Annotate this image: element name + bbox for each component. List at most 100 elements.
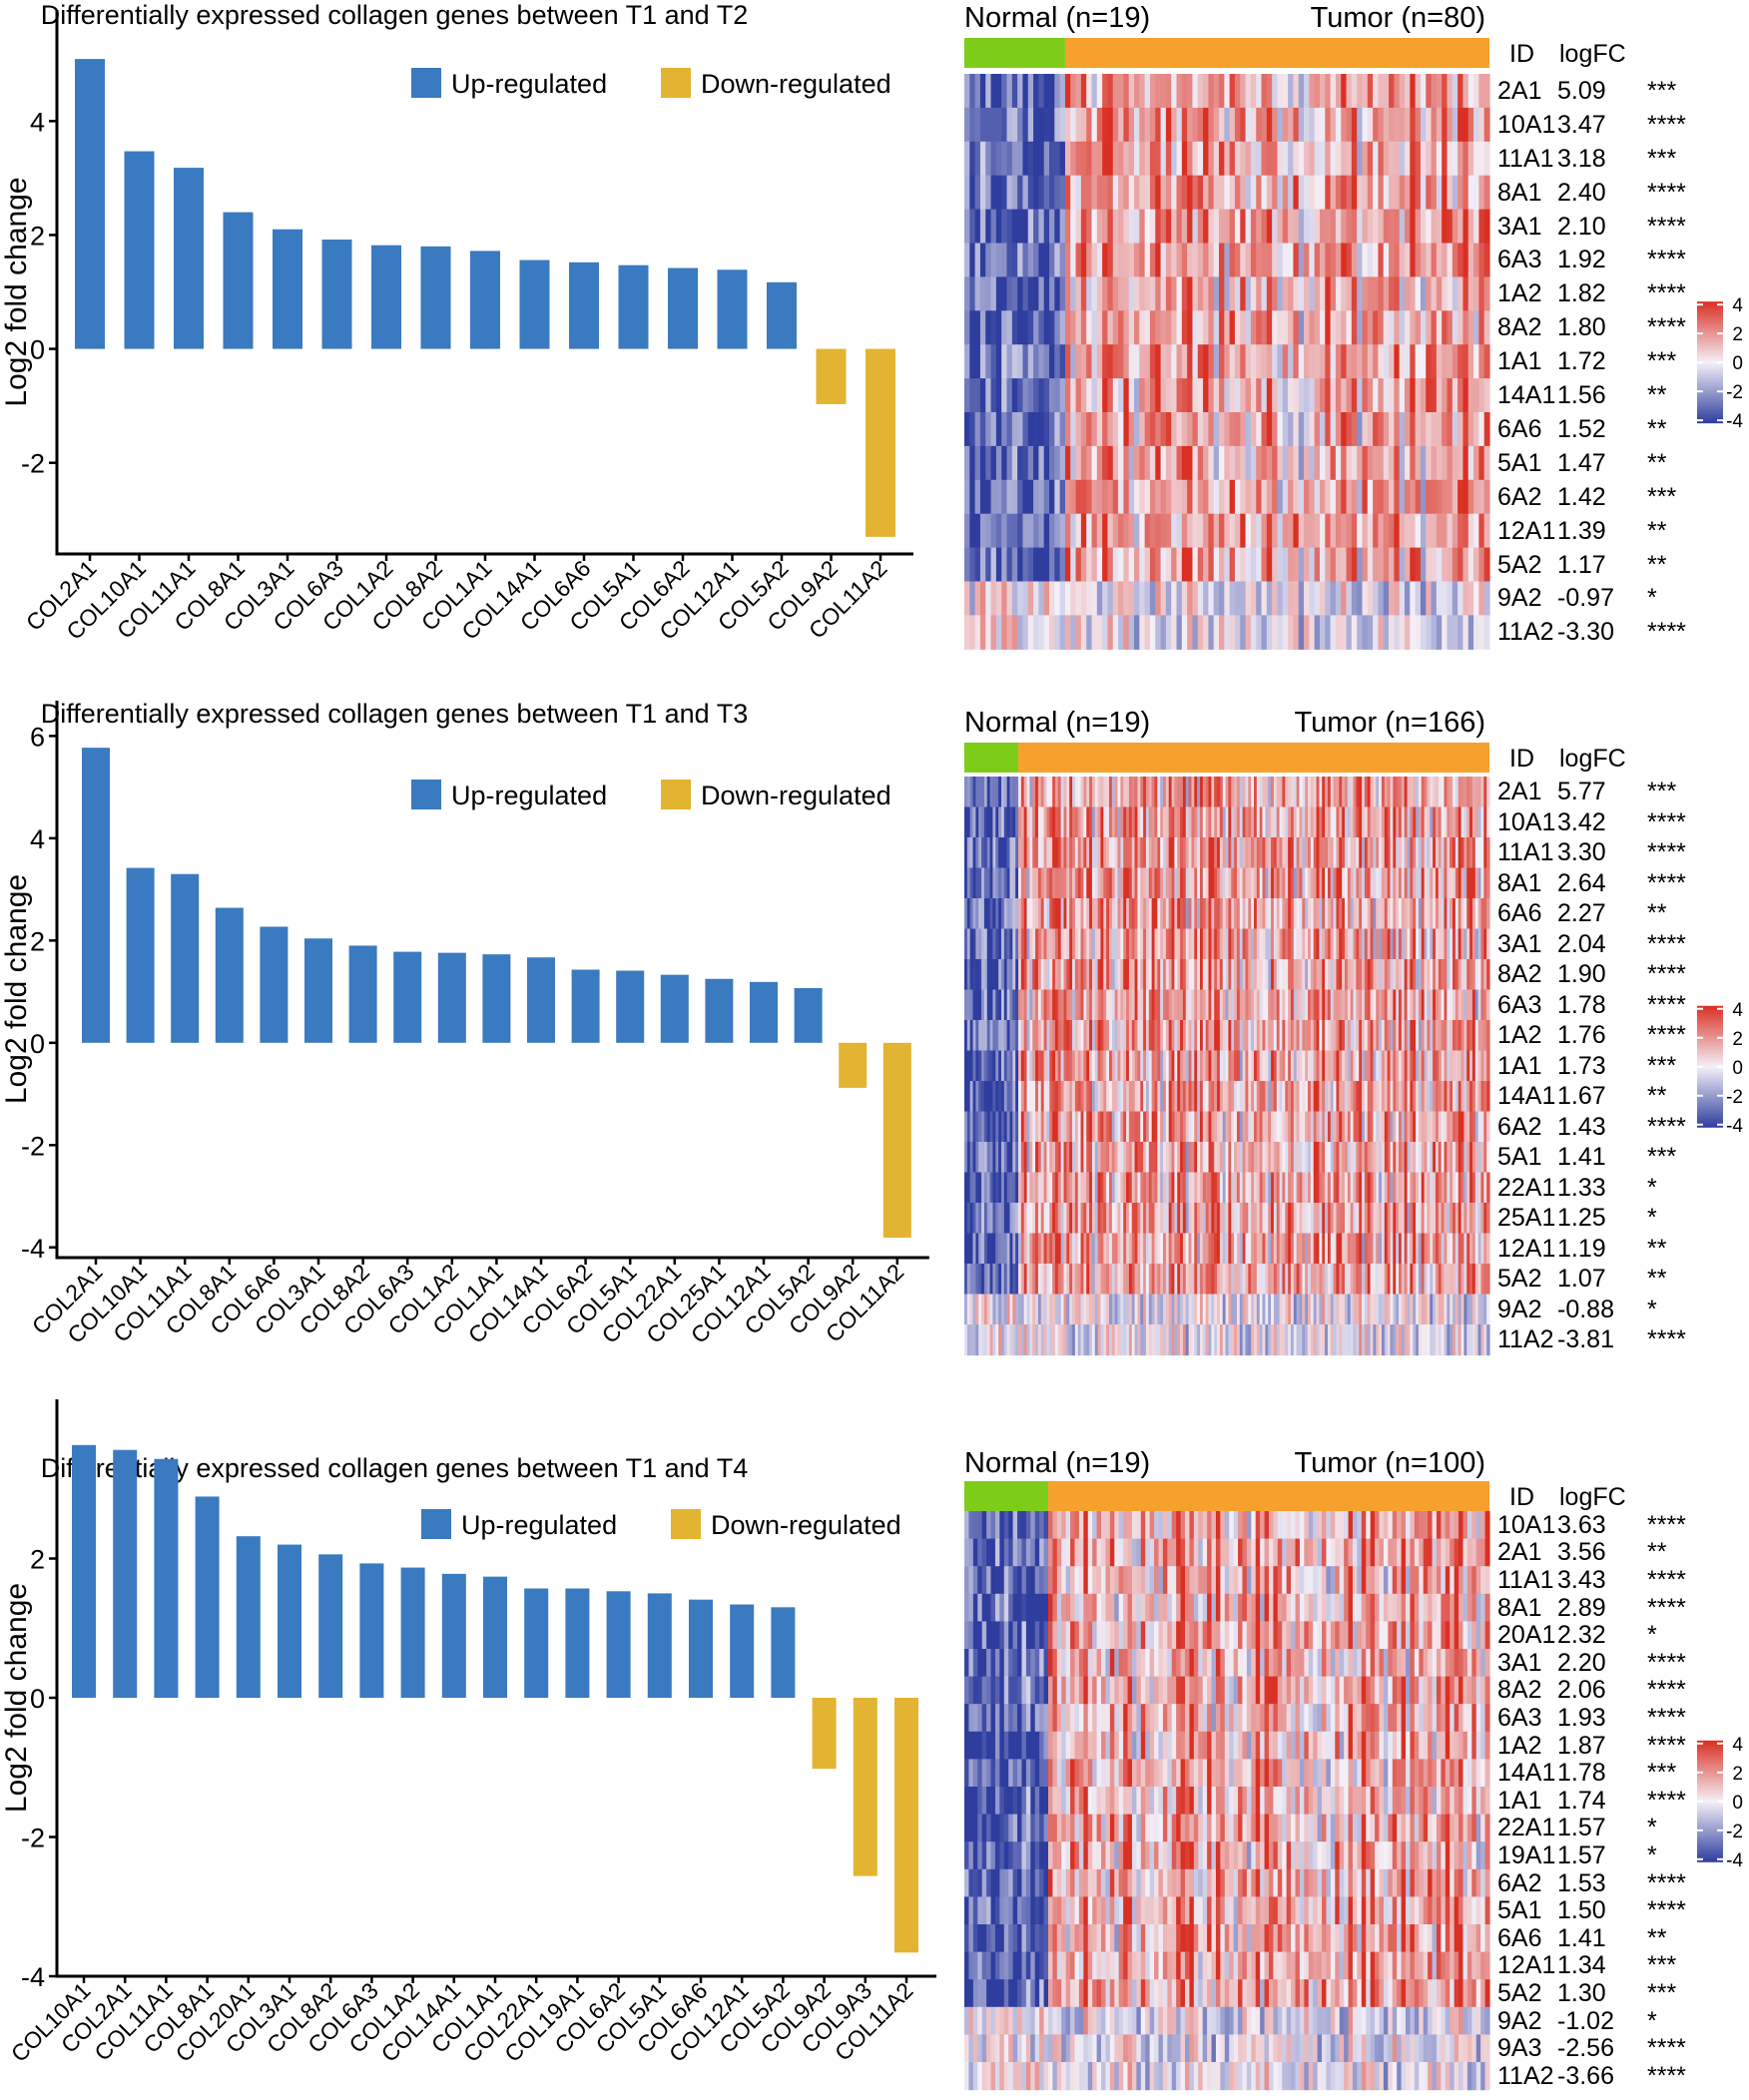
heatmap-cell — [1001, 210, 1007, 245]
heatmap-cell — [1331, 276, 1337, 311]
heatmap-cell — [1373, 378, 1379, 413]
heatmap-cell — [1277, 480, 1283, 515]
heatmap-cell — [1336, 244, 1342, 278]
heatmap-cell — [1416, 548, 1422, 583]
heatmap-cell — [1304, 176, 1310, 211]
heatmap-cell — [1447, 615, 1453, 650]
heatmap-cell — [1357, 615, 1363, 650]
heatmap-cell — [1235, 480, 1241, 515]
heatmap-cell — [1097, 244, 1103, 278]
heatmap-cell — [1102, 480, 1108, 515]
heatmap-cell — [1426, 276, 1432, 311]
heatmap-row-2a1 — [964, 74, 1490, 109]
heatmap-cell — [1400, 276, 1406, 311]
heatmap-cell — [969, 378, 975, 413]
heatmap-cell — [964, 548, 970, 583]
heatmap-cell — [1022, 176, 1028, 211]
heatmap-cell — [1325, 378, 1331, 413]
heatmap-cell — [1442, 142, 1448, 177]
heatmap-cell — [1230, 244, 1236, 278]
significance-stars: ** — [1647, 449, 1666, 478]
heatmap-cell — [1240, 548, 1246, 583]
heatmap-cell — [1362, 412, 1368, 447]
heatmap-cell — [1054, 446, 1060, 481]
heatmap-row-12a1 — [964, 1234, 1490, 1265]
heatmap-cell — [1304, 74, 1310, 109]
heatmap-cell — [1097, 480, 1103, 515]
heatmap-cell — [1092, 514, 1098, 549]
heatmap-cell — [1478, 412, 1484, 447]
heatmap-cell — [1161, 244, 1167, 278]
heatmap-cell — [1198, 310, 1204, 345]
heatmap-cell — [1139, 176, 1145, 211]
heatmap-cell — [1432, 582, 1438, 617]
heatmap-cell — [1304, 108, 1310, 142]
heatmap-cell — [1161, 176, 1167, 211]
heatmap-cell — [1219, 548, 1225, 583]
heatmap-cell — [1198, 446, 1204, 481]
heatmap-cell — [1325, 108, 1331, 142]
heatmap-cell — [1478, 276, 1484, 311]
heatmap-cell — [1060, 276, 1066, 311]
heatmap-cell — [1007, 176, 1013, 211]
heatmap-cell — [1262, 548, 1268, 583]
heatmap-cell — [991, 276, 997, 311]
heatmap-cell — [1086, 244, 1092, 278]
heatmap-cell — [1277, 514, 1283, 549]
logfc-value: 1.92 — [1557, 246, 1606, 274]
heatmap-cell — [1453, 108, 1458, 142]
heatmap-cell — [1389, 176, 1395, 211]
heatmap-cell — [964, 412, 970, 447]
heatmap-cell — [1224, 480, 1230, 515]
heatmap-cell — [1458, 615, 1463, 650]
heatmap-cell — [1086, 514, 1092, 549]
heatmap-cell — [1081, 615, 1087, 650]
heatmap-cell — [1421, 310, 1427, 345]
heatmap-cell — [1394, 480, 1400, 515]
heatmap-cell — [1129, 548, 1135, 583]
heatmap-cell — [1373, 142, 1379, 177]
heatmap-cell — [1468, 210, 1474, 245]
heatmap-cell — [1267, 446, 1273, 481]
heatmap-cell — [1198, 615, 1204, 650]
heatmap-cell — [1134, 210, 1140, 245]
heatmap-cell — [1416, 210, 1422, 245]
heatmap-cell — [1447, 548, 1453, 583]
heatmap-cell — [1473, 480, 1479, 515]
heatmap-cell — [1384, 74, 1390, 109]
heatmap-cell — [980, 514, 986, 549]
heatmap-cell — [1012, 108, 1018, 142]
heatmap-cell — [1400, 582, 1406, 617]
heatmap-cell — [1352, 142, 1358, 177]
heatmap-cell — [1139, 244, 1145, 278]
heatmap-cell — [1336, 344, 1342, 379]
heatmap-cell — [1373, 276, 1379, 311]
heatmap-cell — [1484, 446, 1490, 481]
heatmap-cell — [1187, 378, 1193, 413]
heatmap-cell — [1447, 412, 1453, 447]
heatmap-cell — [1070, 108, 1076, 142]
heatmap-cell — [1044, 74, 1050, 109]
heatmap-cell — [1304, 210, 1310, 245]
heatmap-cell — [1378, 176, 1384, 211]
heatmap-cell — [1283, 108, 1289, 142]
heatmap-cell — [1113, 310, 1119, 345]
heatmap-cell — [1033, 412, 1039, 447]
heatmap-cell — [1092, 210, 1098, 245]
heatmap-cell — [1486, 777, 1489, 807]
heatmap-cell — [1214, 344, 1220, 379]
heatmap-cell — [1049, 210, 1055, 245]
heatmap-cell — [1484, 412, 1490, 447]
heatmap-cell — [1368, 480, 1374, 515]
heatmap-cell — [1070, 244, 1076, 278]
heatmap-cell — [1230, 514, 1236, 549]
heatmap-cell — [1432, 412, 1438, 447]
heatmap-cell — [1315, 446, 1321, 481]
heatmap-cell — [1049, 310, 1055, 345]
logfc-value: 3.18 — [1557, 145, 1606, 174]
heatmap-cell — [1400, 412, 1406, 447]
heatmap-cell — [1097, 615, 1103, 650]
heatmap-cell — [1309, 142, 1315, 177]
